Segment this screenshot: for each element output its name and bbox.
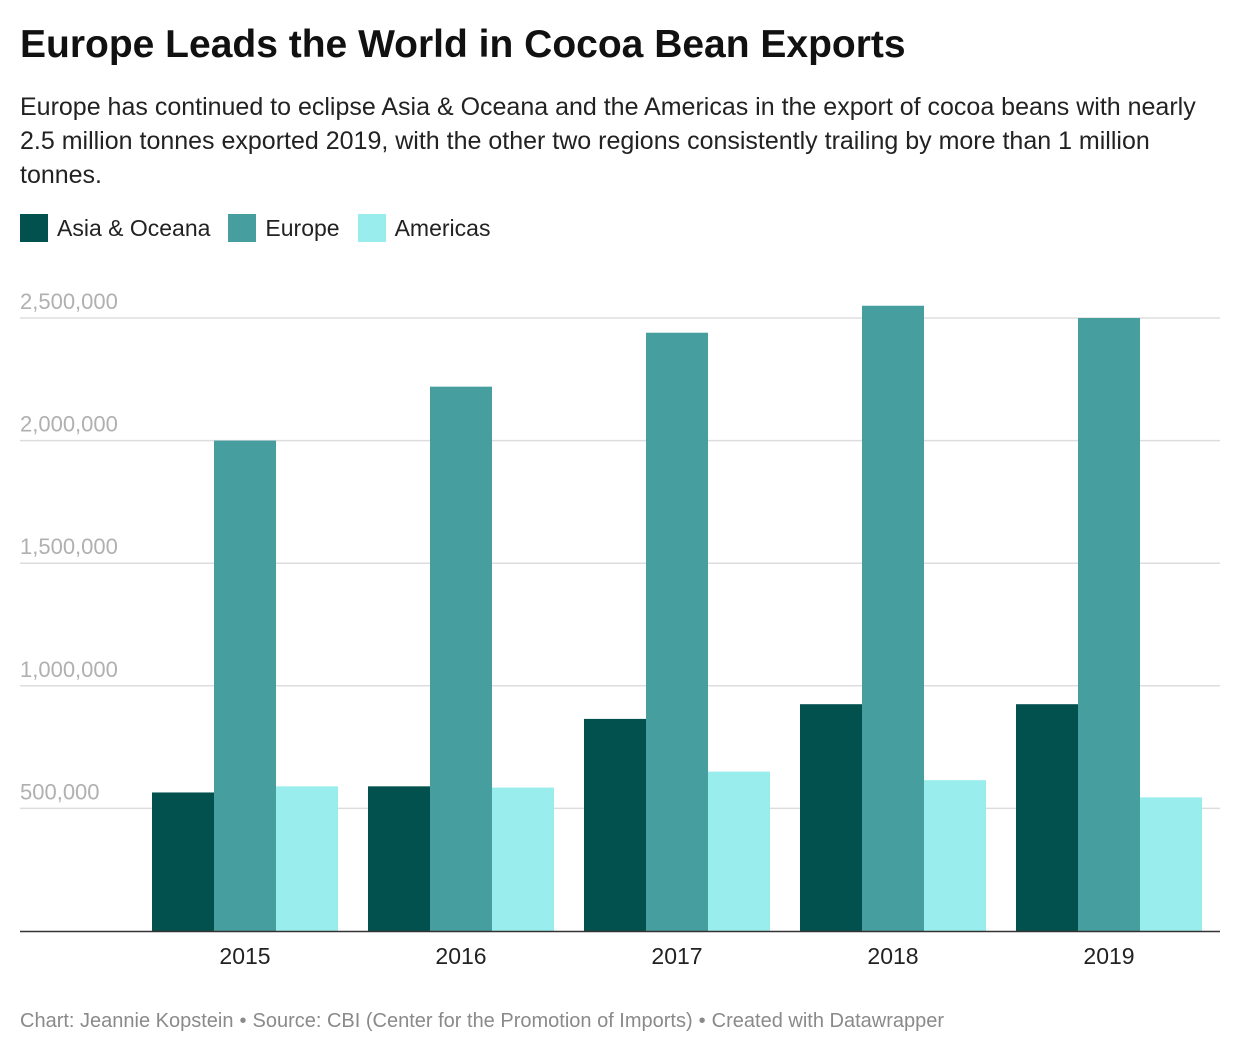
x-tick-label: 2018	[867, 943, 918, 969]
x-tick-label: 2017	[651, 943, 702, 969]
x-tick-label: 2019	[1083, 943, 1134, 969]
footer-separator: •	[239, 1010, 247, 1032]
bar-europe-2018	[862, 305, 924, 931]
legend: Asia & Oceana Europe Americas	[20, 213, 508, 243]
bar-europe-2017	[646, 332, 708, 931]
y-tick-label: 2,500,000	[20, 289, 118, 314]
bar-asia-oceana-2015	[152, 792, 214, 931]
bar-europe-2015	[214, 440, 276, 931]
bar-americas-2015	[276, 786, 338, 931]
footer-separator: •	[698, 1010, 706, 1032]
legend-swatch-europe	[228, 214, 257, 242]
y-tick-label: 1,000,000	[20, 657, 118, 682]
legend-item-americas: Americas	[357, 214, 491, 242]
y-tick-label: 2,000,000	[20, 412, 118, 437]
x-tick-label: 2015	[219, 943, 270, 969]
bar-asia-oceana-2017	[584, 718, 646, 931]
footer-tool: Created with Datawrapper	[711, 1010, 945, 1032]
legend-item-europe: Europe	[228, 214, 340, 242]
bar-americas-2017	[708, 771, 770, 931]
footer-credit: Chart: Jeannie Kopstein	[20, 1010, 234, 1032]
bar-asia-oceana-2016	[368, 786, 430, 931]
chart-subtitle: Europe has continued to eclipse Asia & O…	[20, 93, 1196, 189]
bar-asia-oceana-2019	[1016, 704, 1078, 931]
x-tick-label: 2016	[435, 943, 486, 969]
bar-europe-2016	[430, 386, 492, 931]
chart-title: Europe Leads the World in Cocoa Bean Exp…	[20, 23, 906, 66]
footer-source: Source: CBI (Center for the Promotion of…	[252, 1010, 693, 1032]
footer: Chart: Jeannie Kopstein • Source: CBI (C…	[20, 1010, 944, 1033]
bar-chart: 500,000 1,000,000 1,500,000 2,000,000 2,500,…	[20, 289, 1220, 969]
bar-europe-2019	[1078, 318, 1140, 931]
legend-swatch-americas	[357, 214, 386, 242]
bar-americas-2018	[924, 780, 986, 931]
legend-label-europe: Europe	[265, 214, 340, 241]
y-tick-label: 500,000	[20, 779, 100, 804]
bar-asia-oceana-2018	[800, 704, 862, 931]
legend-item-asia-oceana: Asia & Oceana	[20, 214, 210, 242]
bar-americas-2019	[1140, 797, 1202, 931]
y-tick-label: 1,500,000	[20, 534, 118, 559]
legend-label-americas: Americas	[394, 214, 491, 241]
bar-americas-2016	[492, 787, 554, 931]
legend-label-asia-oceana: Asia & Oceana	[57, 214, 211, 241]
legend-swatch-asia-oceana	[20, 214, 48, 242]
